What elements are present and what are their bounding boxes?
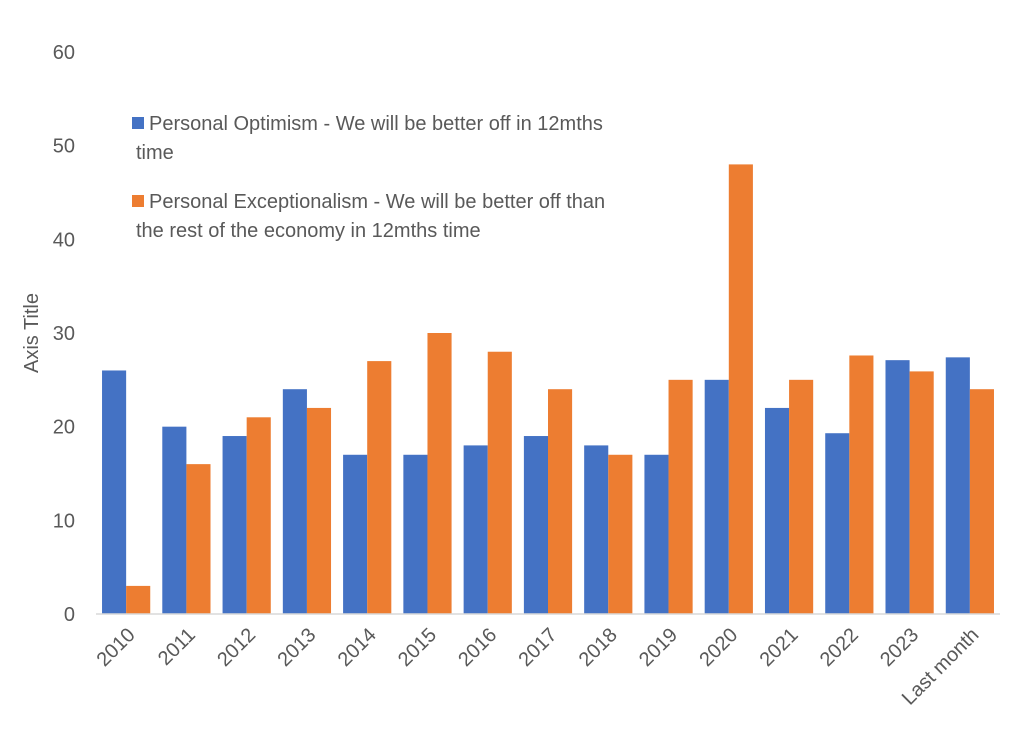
- bar-series1-2012: [222, 436, 247, 614]
- bar-series1-2019: [644, 454, 669, 614]
- x-tick-label: 2013: [273, 624, 320, 671]
- x-tick-label: 2020: [695, 624, 742, 671]
- bar-series2-2020: [728, 164, 753, 614]
- legend-swatch-series1: [132, 117, 144, 129]
- bar-series2-2022: [849, 355, 874, 614]
- bar-series2-2015: [427, 333, 452, 614]
- bar-series2-2014: [367, 361, 392, 614]
- bar-series1-2015: [403, 454, 428, 614]
- legend-label-series1: Personal Optimism - We will be better of…: [149, 113, 603, 135]
- bar-series2-2019: [668, 379, 693, 614]
- bar-series1-2014: [343, 454, 368, 614]
- legend: Personal Optimism - We will be better of…: [132, 113, 605, 242]
- x-tick-label: 2014: [334, 624, 381, 671]
- x-tick-label: 2012: [213, 624, 260, 671]
- x-tick-labels: 2010 2011 2012 2013 2014 2015 2016 2017 2018 2019…: [93, 624, 984, 710]
- bars-layer: [102, 164, 994, 614]
- bar-series1-last-month: [945, 357, 970, 614]
- y-tick-labels: 0 10 20 30 40 50 60: [53, 42, 75, 626]
- bar-series2-2016: [487, 351, 512, 614]
- bar-series1-2013: [282, 389, 307, 614]
- bar-series1-2021: [764, 407, 790, 614]
- bar-series2-2021: [789, 379, 814, 614]
- x-tick-label: 2018: [575, 624, 622, 671]
- bar-series1-2010: [102, 370, 127, 614]
- x-tick-label: 2023: [876, 624, 923, 671]
- x-tick-label: 2011: [154, 624, 200, 670]
- bar-series1-2022: [825, 433, 850, 614]
- bar-series1-2023: [885, 360, 910, 614]
- y-tick-label: 30: [53, 323, 75, 345]
- legend-label-series2: the rest of the economy in 12mths time: [136, 220, 481, 242]
- bar-series2-2010: [126, 585, 151, 614]
- x-tick-label: 2022: [816, 624, 863, 671]
- y-axis-title: Axis Title: [21, 293, 43, 373]
- bar-series2-2018: [608, 454, 633, 614]
- bar-series2-2013: [306, 407, 332, 614]
- x-tick-label: 2015: [394, 624, 441, 671]
- x-tick-label: 2010: [93, 624, 140, 671]
- bar-series2-2011: [186, 464, 211, 614]
- bar-series1-2018: [584, 445, 609, 614]
- x-tick-label: 2021: [756, 624, 803, 671]
- bar-series2-2017: [548, 389, 573, 614]
- y-tick-label: 60: [53, 42, 75, 64]
- bar-series2-2023: [909, 371, 934, 614]
- bar-series2-last-month: [969, 389, 994, 614]
- bar-series1-2016: [463, 445, 488, 614]
- y-tick-label: 40: [53, 229, 75, 251]
- legend-label-series1: time: [136, 142, 174, 164]
- legend-label-series2: Personal Exceptionalism - We will be bet…: [149, 191, 605, 213]
- y-tick-label: 0: [64, 604, 75, 626]
- x-tick-label: 2017: [515, 624, 562, 671]
- bar-series2-2012: [246, 417, 271, 614]
- x-tick-label: 2019: [635, 624, 682, 671]
- bar-series1-2011: [162, 426, 187, 614]
- legend-swatch-series2: [132, 195, 144, 207]
- x-tick-label: 2016: [454, 624, 501, 671]
- bar-series1-2020: [704, 379, 729, 614]
- y-tick-label: 20: [53, 417, 75, 439]
- bar-series1-2017: [523, 436, 548, 614]
- y-tick-label: 50: [53, 136, 75, 158]
- y-tick-label: 10: [53, 510, 75, 532]
